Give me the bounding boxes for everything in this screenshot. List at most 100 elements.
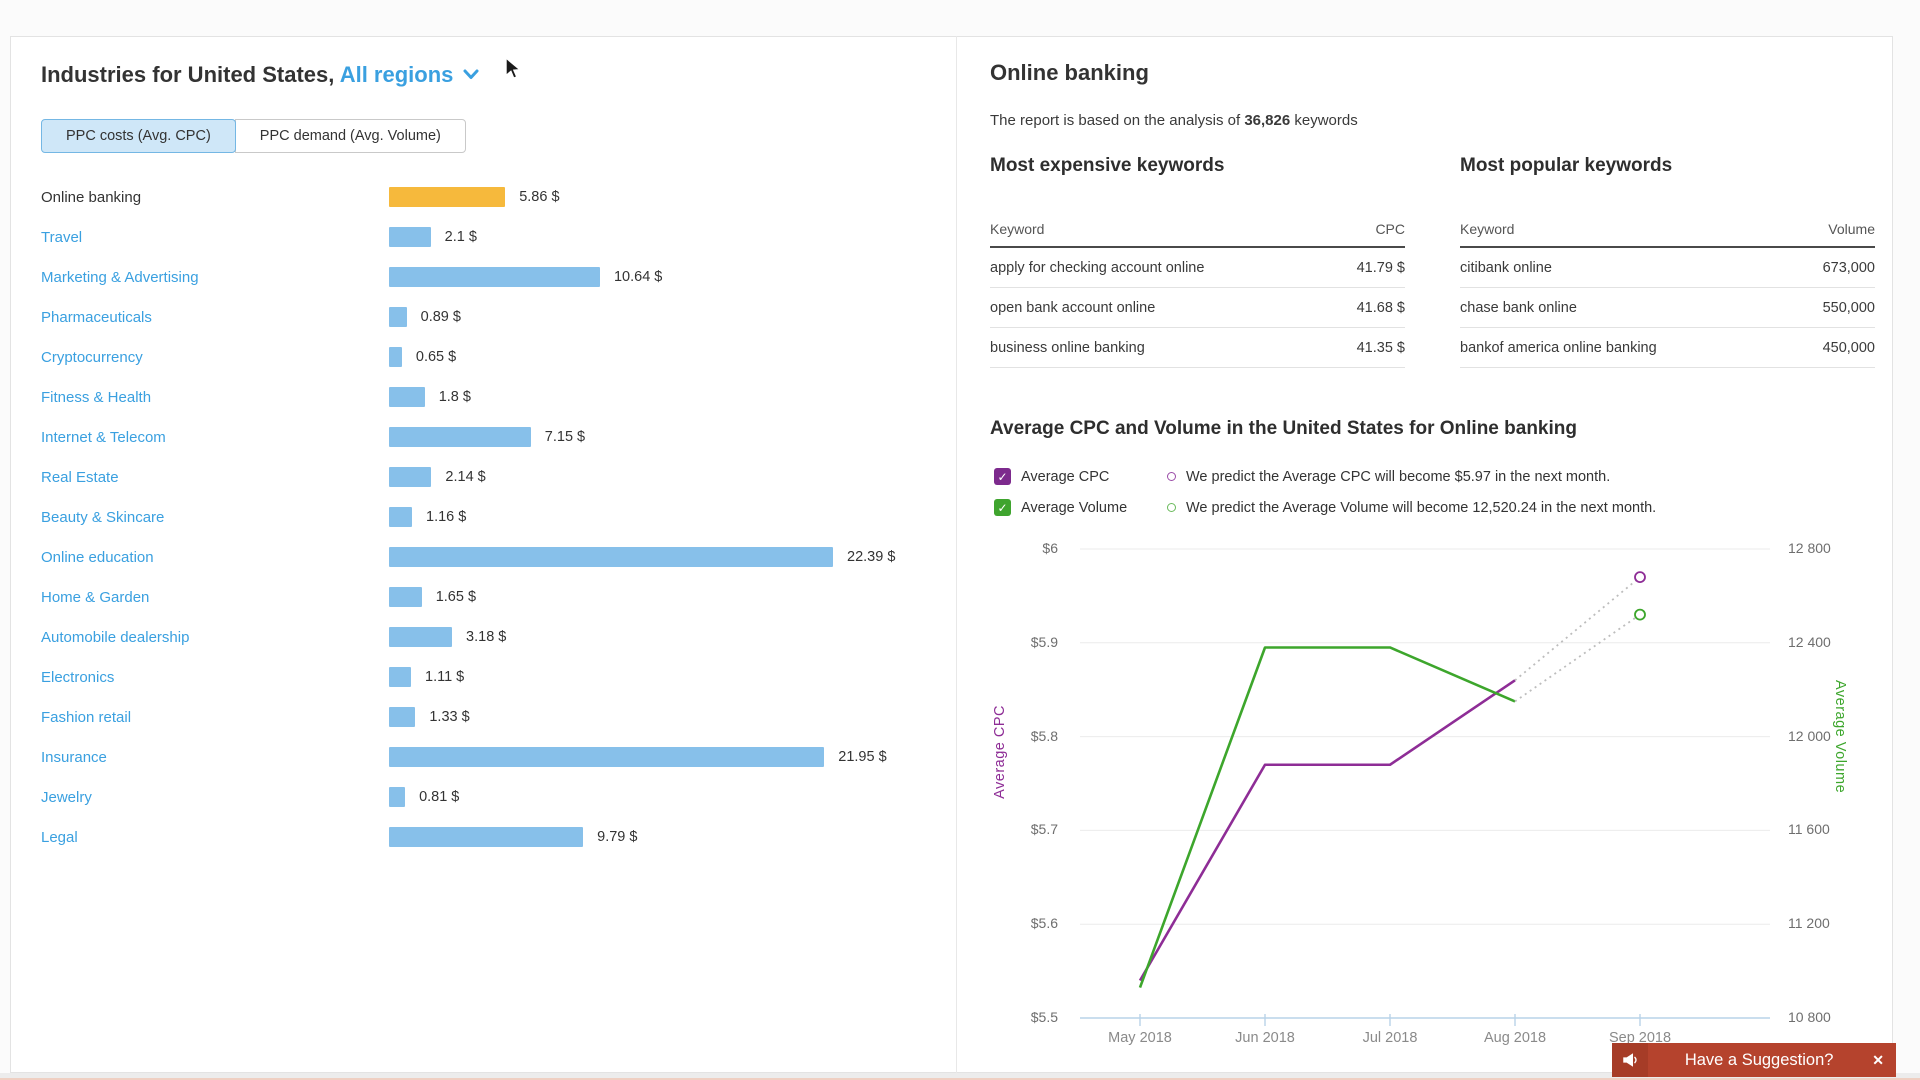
industry-bar bbox=[389, 707, 416, 727]
industry-link[interactable]: Electronics bbox=[41, 668, 115, 686]
keyword-cell: open bank account online bbox=[990, 300, 1156, 316]
industry-value: 9.79 $ bbox=[597, 829, 638, 845]
industry-value: 1.16 $ bbox=[426, 509, 467, 525]
x-axis-tick: May 2018 bbox=[1108, 1030, 1172, 1046]
industry-link[interactable]: Marketing & Advertising bbox=[41, 268, 199, 286]
expensive-keywords-table: Keyword CPC apply for checking account o… bbox=[990, 215, 1405, 368]
suggestion-banner[interactable]: Have a Suggestion? ✕ bbox=[1612, 1043, 1896, 1077]
volume-prediction-dot-icon bbox=[1167, 503, 1176, 512]
tab-ppc-demand[interactable]: PPC demand (Avg. Volume) bbox=[234, 119, 466, 153]
popular-keywords-table: Keyword Volume citibank online 673,000 cha… bbox=[1460, 215, 1875, 368]
industry-bar bbox=[389, 507, 412, 527]
x-axis-tick: Jun 2018 bbox=[1235, 1030, 1295, 1046]
industry-link[interactable]: Real Estate bbox=[41, 468, 119, 486]
industry-value: 7.15 $ bbox=[544, 429, 586, 445]
value-cell: 41.68 $ bbox=[1356, 300, 1405, 316]
industry-link[interactable]: Beauty & Skincare bbox=[41, 508, 165, 526]
left-axis-tick: $6 bbox=[1042, 540, 1058, 556]
industry-link[interactable]: Pharmaceuticals bbox=[41, 308, 152, 326]
industry-value: 1.33 $ bbox=[429, 709, 470, 725]
industry-row: Fitness & Health 1.8 $ bbox=[41, 377, 946, 417]
ppc-tabs: PPC costs (Avg. CPC) PPC demand (Avg. Vo… bbox=[41, 119, 466, 153]
industry-row: Automobile dealership 3.18 $ bbox=[41, 617, 946, 657]
chart-title: Average CPC and Volume in the United Sta… bbox=[990, 418, 1577, 439]
industry-link: Online banking bbox=[41, 188, 142, 206]
industry-link[interactable]: Legal bbox=[41, 828, 78, 846]
region-selector[interactable]: All regions bbox=[339, 62, 454, 87]
industry-row: Jewelry 0.81 $ bbox=[41, 777, 946, 817]
industry-row: Fashion retail 1.33 $ bbox=[41, 697, 946, 737]
close-icon[interactable]: ✕ bbox=[1872, 1051, 1884, 1068]
megaphone-icon bbox=[1612, 1043, 1648, 1077]
legend-label: Average Volume bbox=[1021, 499, 1128, 516]
value-cell: 550,000 bbox=[1822, 300, 1875, 316]
average-volume-checkbox[interactable]: ✓ bbox=[994, 499, 1011, 516]
industry-link[interactable]: Fashion retail bbox=[41, 708, 132, 726]
mouse-cursor bbox=[505, 56, 527, 86]
industry-row: Internet & Telecom 7.15 $ bbox=[41, 417, 946, 457]
x-axis-tick: Aug 2018 bbox=[1483, 1030, 1547, 1046]
expensive-keywords-title: Most expensive keywords bbox=[990, 155, 1225, 176]
cpc-volume-line-chart: Average CPC Average Volume $6 $5.9 $5.8 $5.… bbox=[990, 535, 1890, 1065]
industry-row: Marketing & Advertising 10.64 $ bbox=[41, 257, 946, 297]
industry-value: 1.11 $ bbox=[425, 669, 465, 685]
right-axis-tick: 11 600 bbox=[1788, 821, 1830, 838]
industry-link[interactable]: Fitness & Health bbox=[41, 388, 152, 406]
col-cpc: CPC bbox=[1375, 221, 1405, 237]
keyword-row: apply for checking account online 41.79 $ bbox=[990, 248, 1405, 288]
industry-row: Travel 2.1 $ bbox=[41, 217, 946, 257]
industry-row: Insurance 21.95 $ bbox=[41, 737, 946, 777]
industry-value: 10.64 $ bbox=[613, 269, 663, 285]
industry-link[interactable]: Jewelry bbox=[41, 788, 92, 806]
industry-bar-list: Online banking 5.86 $ Travel 2.1 $ Marketing… bbox=[41, 177, 946, 857]
legend-label: Average CPC bbox=[1021, 468, 1110, 485]
average-cpc-checkbox[interactable]: ✓ bbox=[994, 468, 1011, 485]
keyword-row: business online banking 41.35 $ bbox=[990, 328, 1405, 368]
industry-row: Real Estate 2.14 $ bbox=[41, 457, 946, 497]
industry-bar bbox=[389, 387, 425, 407]
industry-link[interactable]: Online education bbox=[41, 548, 154, 566]
tab-ppc-costs[interactable]: PPC costs (Avg. CPC) bbox=[41, 119, 236, 153]
industry-link[interactable]: Insurance bbox=[41, 748, 107, 766]
banner-label[interactable]: Have a Suggestion? bbox=[1684, 1050, 1834, 1069]
industry-link[interactable]: Cryptocurrency bbox=[41, 348, 143, 366]
right-axis-tick: 12 400 bbox=[1788, 633, 1831, 650]
chevron-down-icon[interactable] bbox=[463, 60, 479, 86]
industry-link[interactable]: Home & Garden bbox=[41, 588, 150, 606]
col-keyword: Keyword bbox=[990, 221, 1045, 237]
page-title: Industries for United States, All region… bbox=[41, 60, 479, 88]
industry-link[interactable]: Travel bbox=[41, 228, 83, 246]
keyword-row: open bank account online 41.68 $ bbox=[990, 288, 1405, 328]
industry-row: Cryptocurrency 0.65 $ bbox=[41, 337, 946, 377]
industry-value: 5.86 $ bbox=[519, 189, 560, 205]
left-axis-tick: $5.9 bbox=[1030, 633, 1058, 650]
chart-legend: ✓ Average CPC We predict the Average CPC… bbox=[994, 461, 1884, 523]
industry-row: Pharmaceuticals 0.89 $ bbox=[41, 297, 946, 337]
keyword-row: citibank online 673,000 bbox=[1460, 248, 1875, 288]
industry-value: 3.18 $ bbox=[466, 629, 507, 645]
industry-row: Beauty & Skincare 1.16 $ bbox=[41, 497, 946, 537]
industry-row: Home & Garden 1.65 $ bbox=[41, 577, 946, 617]
industry-row: Online education 22.39 $ bbox=[41, 537, 946, 577]
right-axis-tick: 10 800 bbox=[1788, 1009, 1831, 1025]
main-card bbox=[10, 36, 1893, 1073]
value-cell: 41.35 $ bbox=[1356, 340, 1405, 356]
col-keyword: Keyword bbox=[1460, 221, 1515, 237]
popular-keywords-title: Most popular keywords bbox=[1460, 155, 1673, 176]
industry-row: Legal 9.79 $ bbox=[41, 817, 946, 857]
industry-link[interactable]: Automobile dealership bbox=[41, 628, 190, 646]
industry-bar bbox=[389, 267, 600, 287]
left-axis-tick: $5.8 bbox=[1030, 727, 1058, 744]
left-axis-title: Average CPC bbox=[992, 705, 1008, 799]
industry-bar bbox=[389, 227, 431, 247]
industry-link[interactable]: Internet & Telecom bbox=[41, 428, 166, 446]
industry-row: Electronics 1.11 $ bbox=[41, 657, 946, 697]
value-cell: 450,000 bbox=[1822, 340, 1875, 356]
industries-title: Industries for United States, bbox=[41, 62, 335, 87]
keyword-count: 36,826 bbox=[1244, 112, 1291, 129]
value-cell: 673,000 bbox=[1822, 260, 1875, 276]
table-header: Keyword Volume bbox=[1460, 215, 1875, 248]
keyword-cell: apply for checking account online bbox=[990, 260, 1205, 276]
industry-value: 0.65 $ bbox=[415, 349, 457, 365]
